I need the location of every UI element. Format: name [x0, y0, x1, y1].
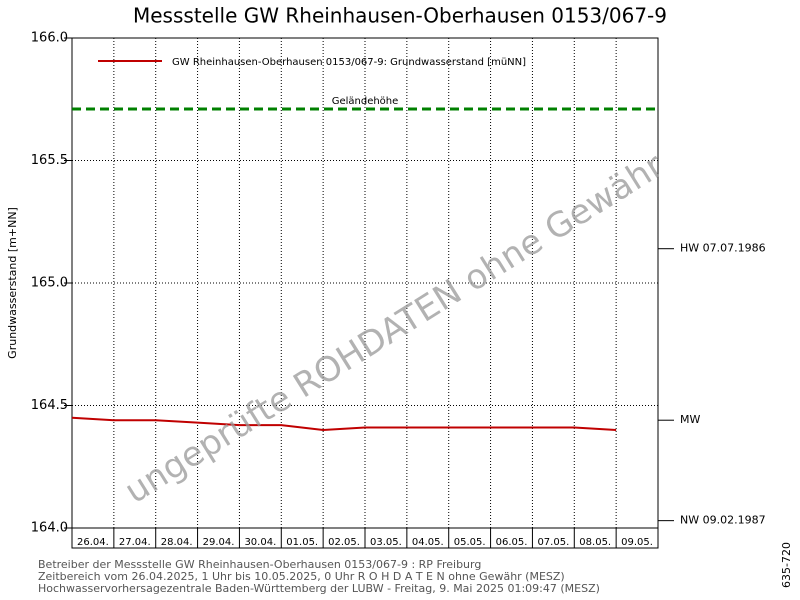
x-tick-label: 27.04.: [119, 537, 151, 548]
x-tick-label: 09.05.: [621, 537, 653, 548]
x-tick-label: 02.05.: [328, 537, 360, 548]
footer-line: Zeitbereich vom 26.04.2025, 1 Uhr bis 10…: [38, 570, 565, 583]
x-tick-label: 28.04.: [161, 537, 193, 548]
marker-label: NW 09.02.1987: [680, 514, 766, 527]
marker-label: HW 07.07.1986: [680, 242, 766, 255]
legend-label: GW Rheinhausen-Oberhausen 0153/067-9: Gr…: [172, 57, 526, 68]
x-tick-label: 05.05.: [454, 537, 486, 548]
data-line: [71, 416, 617, 432]
x-tick-label: 06.05.: [496, 537, 528, 548]
x-tick-label: 07.05.: [537, 537, 569, 548]
footer-line: Betreiber der Messstelle GW Rheinhausen-…: [38, 558, 481, 571]
marker-label: MW: [680, 413, 700, 426]
x-tick-label: 26.04.: [77, 537, 109, 548]
x-tick-label: 29.04.: [203, 537, 235, 548]
y-tick-label: 166.0: [31, 31, 68, 46]
x-tick-label: 01.05.: [286, 537, 318, 548]
y-tick-label: 165.5: [31, 153, 68, 168]
x-tick-label: 03.05.: [370, 537, 402, 548]
x-tick-label: 04.05.: [412, 537, 444, 548]
y-axis-label: Grundwasserstand [m+NN]: [6, 207, 19, 359]
y-tick-label: 164.0: [31, 521, 68, 536]
y-tick-label: 165.0: [31, 276, 68, 291]
chart-title: Messstelle GW Rheinhausen-Oberhausen 015…: [133, 4, 667, 28]
x-tick-label: 08.05.: [579, 537, 611, 548]
x-tick-label: 30.04.: [244, 537, 276, 548]
side-label: 635-720: [780, 542, 793, 588]
y-tick-label: 164.5: [31, 398, 68, 413]
footer-line: Hochwasservorhersagezentrale Baden-Württ…: [38, 582, 600, 595]
reference-label: Geländehöhe: [332, 96, 399, 107]
